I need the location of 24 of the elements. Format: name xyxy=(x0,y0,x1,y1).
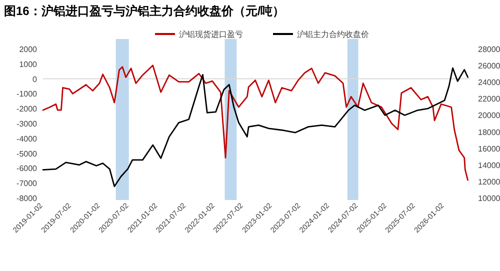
y-tick-label: -4000 xyxy=(16,134,38,144)
y2-tick-label: 18000 xyxy=(478,128,500,137)
y2-tick-label: 28000 xyxy=(478,45,500,54)
y2-tick-label: 20000 xyxy=(478,111,500,120)
y-tick-label: -2000 xyxy=(16,104,38,114)
y2-tick-label: 16000 xyxy=(478,144,500,154)
y2-tick-label: 26000 xyxy=(478,62,500,71)
y-tick-label: -6000 xyxy=(16,164,38,174)
y2-tick-label: 14000 xyxy=(478,160,500,170)
y2-tick-label: 12000 xyxy=(478,177,500,186)
legend-label: 沪铝现货进口盈亏 xyxy=(179,30,243,39)
y2-tick-label: 10000 xyxy=(478,194,500,203)
y-tick-label: 0 xyxy=(32,74,38,84)
y-tick-label: -1000 xyxy=(16,90,38,99)
legend-label: 沪铝主力合约收盘价 xyxy=(297,30,369,39)
chart-title: 图16：沪铝进口盈亏与沪铝主力合约收盘价（元/吨） xyxy=(4,4,285,18)
y-tick-label: -8000 xyxy=(16,194,38,203)
y-tick-label: -3000 xyxy=(16,120,38,128)
y-tick-label: 2000 xyxy=(19,45,38,54)
y2-tick-label: 22000 xyxy=(478,94,500,104)
y-tick-label: -5000 xyxy=(16,149,38,158)
y2-tick-label: 24000 xyxy=(478,78,500,88)
y-tick-label: -7000 xyxy=(16,179,38,188)
y-tick-label: 1000 xyxy=(19,60,38,69)
